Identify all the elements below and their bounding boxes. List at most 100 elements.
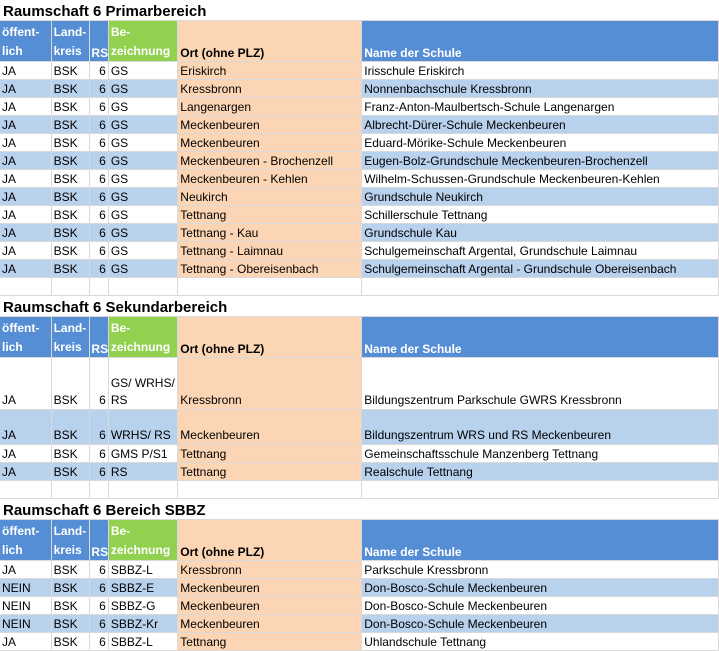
cell-landkreis[interactable]: BSK xyxy=(51,578,91,597)
cell-bezeichnung[interactable]: GS xyxy=(108,223,179,242)
cell-ort[interactable]: Kressbronn xyxy=(177,357,363,410)
cell-bezeichnung[interactable]: GS/ WRHS/ RS xyxy=(108,357,179,410)
cell-ort[interactable]: Meckenbeuren xyxy=(177,578,363,597)
cell-rs[interactable]: 6 xyxy=(89,357,109,410)
cell-rs[interactable]: 6 xyxy=(89,596,109,615)
cell-landkreis[interactable]: BSK xyxy=(51,259,91,278)
cell-oeffentlich[interactable]: JA xyxy=(0,241,52,260)
cell-rs[interactable]: 6 xyxy=(89,151,109,170)
cell-oeffentlich[interactable]: JA xyxy=(0,205,52,224)
cell-landkreis[interactable]: BSK xyxy=(51,115,91,134)
cell-bezeichnung[interactable]: RS xyxy=(108,462,179,481)
cell-schulname[interactable]: Bildungszentrum Parkschule GWRS Kressbro… xyxy=(361,357,719,410)
cell-ort[interactable]: Meckenbeuren xyxy=(177,614,363,633)
cell-ort[interactable]: Tettnang - Laimnau xyxy=(177,241,363,260)
cell-rs[interactable]: 6 xyxy=(89,133,109,152)
cell-landkreis[interactable]: BSK xyxy=(51,151,91,170)
header-rs[interactable]: RS xyxy=(89,519,109,561)
header-landkreis[interactable]: Land-kreis xyxy=(51,316,91,358)
cell-bezeichnung[interactable]: SBBZ-G xyxy=(108,596,179,615)
cell-ort[interactable]: Neukirch xyxy=(177,187,363,206)
cell-landkreis[interactable]: BSK xyxy=(51,357,91,410)
cell-ort[interactable]: Langenargen xyxy=(177,97,363,116)
cell-oeffentlich[interactable]: JA xyxy=(0,115,52,134)
cell-rs[interactable]: 6 xyxy=(89,97,109,116)
cell-landkreis[interactable]: BSK xyxy=(51,462,91,481)
cell-landkreis[interactable]: BSK xyxy=(51,241,91,260)
cell-rs[interactable]: 6 xyxy=(89,79,109,98)
cell-rs[interactable]: 6 xyxy=(89,560,109,579)
cell-oeffentlich[interactable]: JA xyxy=(0,79,52,98)
cell-ort[interactable]: Meckenbeuren xyxy=(177,596,363,615)
cell-landkreis[interactable]: BSK xyxy=(51,596,91,615)
cell-rs[interactable]: 6 xyxy=(89,578,109,597)
cell-landkreis[interactable]: BSK xyxy=(51,444,91,463)
cell-rs[interactable]: 6 xyxy=(89,614,109,633)
header-ort[interactable]: Ort (ohne PLZ) xyxy=(177,20,363,62)
cell-rs[interactable]: 6 xyxy=(89,409,109,445)
cell-oeffentlich[interactable]: JA xyxy=(0,169,52,188)
cell-bezeichnung[interactable]: SBBZ-L xyxy=(108,632,179,651)
cell-oeffentlich[interactable]: JA xyxy=(0,97,52,116)
cell-rs[interactable]: 6 xyxy=(89,462,109,481)
cell-landkreis[interactable]: BSK xyxy=(51,169,91,188)
cell-landkreis[interactable]: BSK xyxy=(51,614,91,633)
cell-oeffentlich[interactable]: JA xyxy=(0,187,52,206)
cell-schulname[interactable]: Grundschule Kau xyxy=(361,223,719,242)
header-name-der-schule[interactable]: Name der Schule xyxy=(361,316,719,358)
cell-schulname[interactable]: Eduard-Mörike-Schule Meckenbeuren xyxy=(361,133,719,152)
cell-ort[interactable]: Tettnang xyxy=(177,632,363,651)
cell-bezeichnung[interactable]: GS xyxy=(108,79,179,98)
cell-schulname[interactable]: Franz-Anton-Maulbertsch-Schule Langenarg… xyxy=(361,97,719,116)
cell-landkreis[interactable]: BSK xyxy=(51,205,91,224)
cell-oeffentlich[interactable]: JA xyxy=(0,560,52,579)
header-landkreis[interactable]: Land-kreis xyxy=(51,519,91,561)
cell-bezeichnung[interactable]: GS xyxy=(108,61,179,80)
cell-schulname[interactable]: Don-Bosco-Schule Meckenbeuren xyxy=(361,596,719,615)
header-name-der-schule[interactable]: Name der Schule xyxy=(361,20,719,62)
header-name-der-schule[interactable]: Name der Schule xyxy=(361,519,719,561)
cell-landkreis[interactable]: BSK xyxy=(51,560,91,579)
cell-landkreis[interactable]: BSK xyxy=(51,61,91,80)
cell-bezeichnung[interactable]: WRHS/ RS xyxy=(108,409,179,445)
cell-ort[interactable]: Tettnang xyxy=(177,444,363,463)
header-bezeichnung[interactable]: Be-zeichnung xyxy=(108,519,179,561)
cell-schulname[interactable]: Albrecht-Dürer-Schule Meckenbeuren xyxy=(361,115,719,134)
cell-schulname[interactable]: Schillerschule Tettnang xyxy=(361,205,719,224)
cell-schulname[interactable]: Uhlandschule Tettnang xyxy=(361,632,719,651)
cell-schulname[interactable]: Parkschule Kressbronn xyxy=(361,560,719,579)
header-bezeichnung[interactable]: Be-zeichnung xyxy=(108,20,179,62)
cell-landkreis[interactable]: BSK xyxy=(51,632,91,651)
cell-bezeichnung[interactable]: GMS P/S1 xyxy=(108,444,179,463)
cell-rs[interactable]: 6 xyxy=(89,241,109,260)
header-oeffentlich[interactable]: öffent-lich xyxy=(0,519,52,561)
cell-bezeichnung[interactable]: GS xyxy=(108,151,179,170)
header-rs[interactable]: RS xyxy=(89,316,109,358)
cell-schulname[interactable]: Bildungszentrum WRS und RS Meckenbeuren xyxy=(361,409,719,445)
cell-oeffentlich[interactable]: JA xyxy=(0,357,52,410)
cell-rs[interactable]: 6 xyxy=(89,632,109,651)
cell-oeffentlich[interactable]: NEIN xyxy=(0,596,52,615)
cell-oeffentlich[interactable]: JA xyxy=(0,61,52,80)
cell-rs[interactable]: 6 xyxy=(89,205,109,224)
cell-oeffentlich[interactable]: JA xyxy=(0,444,52,463)
cell-ort[interactable]: Meckenbeuren - Brochenzell xyxy=(177,151,363,170)
cell-ort[interactable]: Tettnang xyxy=(177,462,363,481)
cell-schulname[interactable]: Don-Bosco-Schule Meckenbeuren xyxy=(361,578,719,597)
cell-ort[interactable]: Meckenbeuren - Kehlen xyxy=(177,169,363,188)
cell-bezeichnung[interactable]: GS xyxy=(108,169,179,188)
cell-schulname[interactable]: Schulgemeinschaft Argental - Grundschule… xyxy=(361,259,719,278)
cell-schulname[interactable]: Wilhelm-Schussen-Grundschule Meckenbeure… xyxy=(361,169,719,188)
cell-oeffentlich[interactable]: JA xyxy=(0,133,52,152)
header-ort[interactable]: Ort (ohne PLZ) xyxy=(177,316,363,358)
cell-ort[interactable]: Tettnang - Obereisenbach xyxy=(177,259,363,278)
cell-ort[interactable]: Kressbronn xyxy=(177,79,363,98)
header-bezeichnung[interactable]: Be-zeichnung xyxy=(108,316,179,358)
cell-oeffentlich[interactable]: JA xyxy=(0,632,52,651)
cell-schulname[interactable]: Irisschule Eriskirch xyxy=(361,61,719,80)
cell-rs[interactable]: 6 xyxy=(89,187,109,206)
cell-landkreis[interactable]: BSK xyxy=(51,97,91,116)
cell-landkreis[interactable]: BSK xyxy=(51,187,91,206)
cell-oeffentlich[interactable]: JA xyxy=(0,223,52,242)
cell-schulname[interactable]: Don-Bosco-Schule Meckenbeuren xyxy=(361,614,719,633)
